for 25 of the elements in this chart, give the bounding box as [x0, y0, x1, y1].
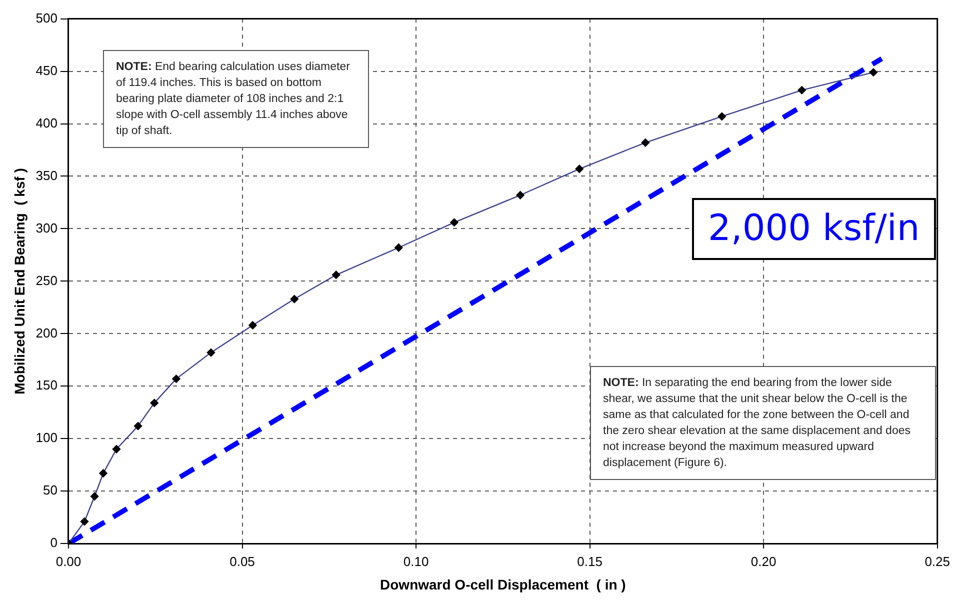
y-tick-label: 300 [36, 220, 58, 236]
annotation: NOTE: End bearing calculation uses diameter of 119.4 inches. This is based on bottom bearing plate diameter of 108 inches and 2:1 slope with O-cell assembly 11.4 inches above tip of shaft. [116, 61, 350, 137]
note-box: NOTE: In separating the end bearing from the lower side shear, we assume that the unit shear below the O-cell is the same as that calculated for the zone between the O-cell and the zero shear elevation at the same displacement and does not increase beyond the maximum measured upward displacement (Figure 6). [590, 366, 936, 480]
annotation: 2,000 ksf/in [708, 208, 920, 249]
x-tick-label: 0.20 [750, 554, 776, 569]
y-tick-label: 0 [50, 535, 58, 550]
y-tick-label: 100 [36, 430, 58, 446]
y-tick-label: 500 [36, 10, 58, 26]
x-tick-label: 0.25 [924, 554, 950, 569]
x-axis-title: Downward O-cell Displacement ( in ) [380, 576, 626, 592]
x-tick-label: 0.05 [230, 554, 255, 569]
y-tick-label: 400 [36, 115, 58, 130]
annotation: NOTE: In separating the end bearing from the lower side shear, we assume that the unit shear below the O-cell is the same as that calculated for the zone between the O-cell and the zero shear elevation at the same displacement and does not increase beyond the maximum measured upward displacement (Figure 6). [603, 377, 910, 469]
y-tick-label: 350 [36, 168, 58, 183]
label-box: 2,000 ksf/in [692, 198, 936, 260]
x-tick-label: 0.10 [403, 554, 429, 569]
y-tick-label: 50 [43, 482, 58, 498]
note-box: NOTE: End bearing calculation uses diameter of 119.4 inches. This is based on bottom bearing plate diameter of 108 inches and 2:1 slope with O-cell assembly 11.4 inches above tip of shaft. [103, 50, 369, 148]
y-tick-label: 150 [36, 378, 58, 393]
x-tick-label: 0.00 [56, 554, 82, 569]
y-axis-title: Mobilized Unit End Bearing ( ksf ) [11, 168, 28, 394]
y-tick-label: 450 [36, 62, 58, 78]
y-tick-label: 200 [36, 325, 58, 340]
y-tick-label: 250 [36, 272, 58, 288]
x-tick-label: 0.15 [577, 554, 602, 569]
